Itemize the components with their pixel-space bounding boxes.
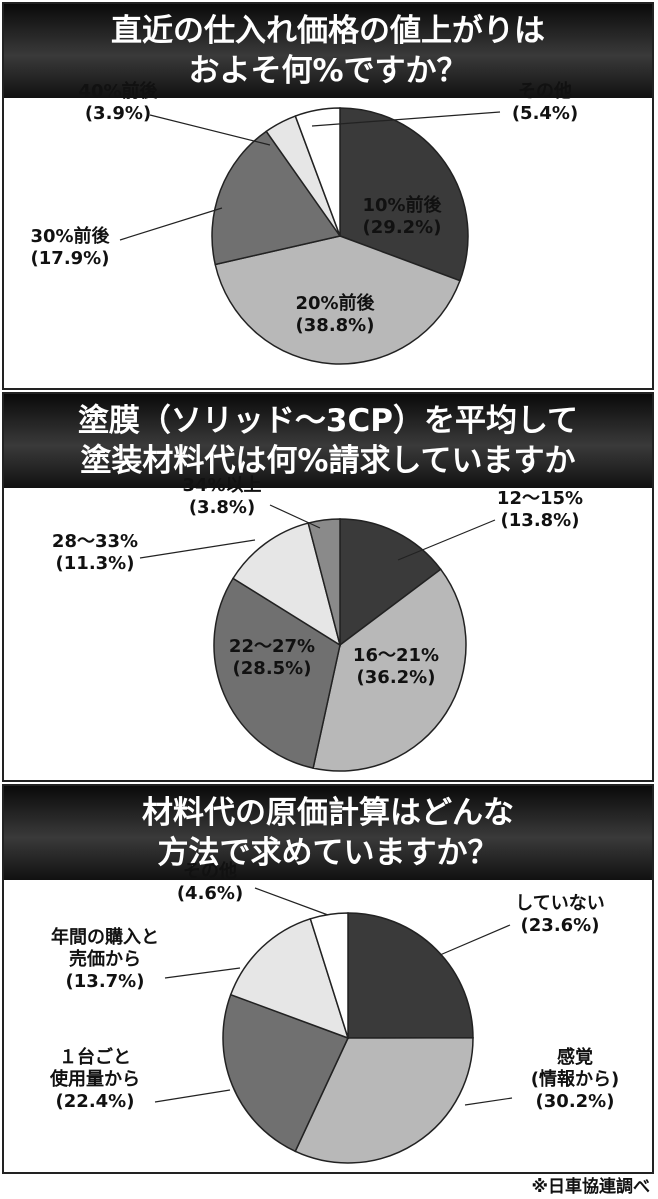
label-line: 40%前後 (78, 80, 158, 102)
pie-slice (211, 130, 342, 266)
pie-slice (214, 235, 461, 365)
pie-slice (339, 518, 442, 647)
title-line-1: 材料代の原価計算はどんな (142, 795, 514, 831)
leader-line (139, 539, 256, 559)
panel-price-increase: 直近の仕入れ価格の値上がりは およそ何%ですか？ (2, 2, 654, 390)
label-line: その他 (183, 860, 237, 882)
label-line: 使用量から (49, 1068, 140, 1090)
leader-line (164, 967, 241, 979)
label-line: 22～27% (229, 636, 315, 657)
panel-title: 材料代の原価計算はどんな 方法で求めていますか？ (4, 786, 652, 880)
slice-label: 16～21% (36.2%) (353, 645, 439, 688)
pie-slice (294, 107, 341, 237)
pie-chart-2: 12～15% (13.8%)16～21% (36.2%)22～27% (28.5%)2… (52, 475, 583, 772)
slice-label: 40%前後(3.9%) (78, 80, 158, 124)
pie-slice (309, 912, 349, 1039)
label-line: (23.6%) (521, 915, 600, 936)
slice-label: していない(23.6%) (515, 893, 604, 936)
leader-line (439, 924, 511, 956)
label-line: (3.8%) (189, 497, 255, 518)
pie-slice (312, 568, 467, 772)
pie-chart-3: していない(23.6%) 感覚(情報から) (30.2%) １台ごと使用量から(22.… (49, 860, 619, 1164)
leader-line (397, 519, 496, 561)
slice-label: その他(5.4%) (512, 80, 578, 124)
label-line: その他 (518, 80, 572, 102)
label-line: 20%前後 (295, 292, 375, 314)
label-line: (13.8%) (501, 510, 580, 531)
leader-line (311, 111, 501, 127)
title-line-2: およそ何%ですか？ (188, 53, 468, 89)
label-line: (3.9%) (85, 103, 151, 124)
label-line: していない (515, 893, 604, 914)
title-line-1: 塗膜（ソリッド～3CP）を平均して (77, 403, 579, 439)
label-line: 30%前後 (30, 225, 110, 247)
leader-line (149, 114, 271, 146)
leader-line (269, 504, 321, 529)
leader-line (464, 1097, 513, 1106)
title-line-2: 方法で求めていますか？ (157, 835, 499, 871)
slice-label: 10%前後(29.2%) (362, 194, 442, 238)
slice-label: 感覚(情報から) (30.2%) (531, 1046, 619, 1112)
source-note: ※日車協連調べ (531, 1177, 650, 1197)
slice-label: その他(4.6%) (177, 860, 243, 904)
leader-line (154, 1089, 231, 1103)
label-line: 年間の購入と (51, 926, 159, 948)
label-line: 12～15% (497, 488, 583, 509)
panel-title: 塗膜（ソリッド～3CP）を平均して 塗装材料代は何%請求していますか (4, 394, 652, 488)
leader-line (254, 887, 329, 916)
label-line: (17.9%) (31, 248, 110, 269)
pie-slice (222, 993, 350, 1153)
slice-label: 12～15% (13.8%) (497, 488, 583, 531)
label-line: 28～33% (52, 531, 138, 552)
title-line-2: 塗装材料代は何%請求していますか (80, 443, 576, 479)
slice-label: 22～27% (28.5%) (229, 636, 315, 679)
label-line: 16～21% (353, 645, 439, 666)
slice-label: 30%前後(17.9%) (30, 225, 110, 269)
label-line: (30.2%) (536, 1091, 615, 1112)
pie-slice (339, 107, 469, 282)
label-line: (5.4%) (512, 103, 578, 124)
label-line: (情報から) (531, 1068, 619, 1090)
label-line: (38.8%) (296, 315, 375, 336)
leader-line (119, 207, 223, 241)
label-line: 売価から (69, 948, 141, 970)
label-line: (28.5%) (233, 658, 312, 679)
label-line: (11.3%) (56, 553, 135, 574)
pie-chart-1: 10%前後(29.2%) 20%前後(38.8%) 30%前後(17.9%) 40%前… (30, 80, 578, 365)
slice-label: 34%以上(3.8%) (182, 475, 261, 518)
slice-label: 20%前後(38.8%) (295, 292, 375, 336)
panel-title: 直近の仕入れ価格の値上がりは およそ何%ですか？ (4, 4, 652, 98)
pie-slice (294, 1037, 474, 1164)
slice-label: 28～33% (11.3%) (52, 531, 138, 574)
label-line: (36.2%) (357, 667, 436, 688)
label-line: １台ごと (59, 1046, 131, 1068)
label-line: 34%以上 (182, 475, 261, 496)
label-line: (29.2%) (363, 217, 442, 238)
label-line: 10%前後 (362, 194, 442, 216)
label-line: (4.6%) (177, 883, 243, 904)
label-line: (13.7%) (66, 971, 145, 992)
slice-label: １台ごと使用量から(22.4%) (49, 1046, 140, 1112)
label-line: 感覚 (557, 1046, 593, 1068)
pie-slice (229, 917, 350, 1040)
slice-label: 年間の購入と売価から(13.7%) (51, 926, 159, 992)
pie-slice (232, 522, 342, 647)
label-line: (22.4%) (56, 1091, 135, 1112)
pie-slice (347, 912, 474, 1039)
title-line-1: 直近の仕入れ価格の値上がりは (111, 13, 545, 49)
